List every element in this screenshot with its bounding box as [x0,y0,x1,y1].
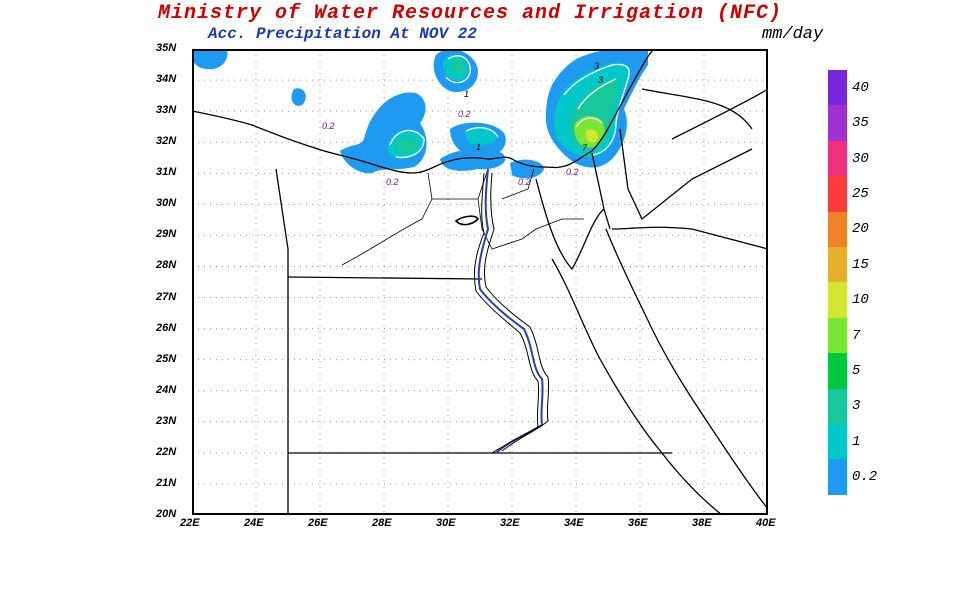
contour-labels: 0.2 0.2 0.2 0.2 0.2 1 1 3 3 7 [322,61,603,187]
contour-label: 1 [464,89,469,99]
contour-label: 3 [594,61,599,71]
legend-level-label: 35 [852,115,869,132]
precip-area-10mm-levant [586,129,599,143]
precip-area-west [291,88,306,106]
contour-label: 0.2 [518,177,531,187]
coastline [192,49,655,174]
color-legend [828,70,847,495]
nile-river [473,168,550,454]
latitude-tick-label: 30N [156,197,177,210]
legend-level-label: 30 [852,150,869,167]
contour-label: 0.2 [458,109,471,119]
latitude-tick-label: 35N [156,42,177,54]
precip-area-3mm-libya [396,138,418,153]
latitude-tick-label: 22N [156,445,177,458]
longitude-tick-label: 28E [372,517,392,529]
contour-label: 0.2 [566,167,579,177]
latitude-tick-label: 25N [156,352,177,365]
latitude-tick-label: 27N [156,290,177,303]
legend-level-label: 40 [852,79,869,96]
legend-swatch [828,176,847,212]
latitude-tick-label: 24N [156,383,177,396]
longitude-tick-label: 30E [436,517,456,529]
precip-area-east-coast [510,159,544,179]
sinai-coast [535,178,605,271]
contour-label: 1 [476,142,481,152]
map-title: Ministry of Water Resources and Irrigati… [157,2,783,25]
latitude-tick-label: 20N [156,508,177,520]
map-canvas: 0.2 0.2 0.2 0.2 0.2 1 1 3 3 7 [192,49,768,515]
latitude-tick-label: 33N [156,104,177,117]
legend-level-label: 0.2 [852,469,878,486]
precip-area-nw [192,49,228,70]
legend-level-label: 10 [852,292,869,309]
borders [192,49,768,515]
legend-swatch [828,459,847,495]
border-jordan [619,128,753,221]
precip-area-delta [440,148,506,171]
legend-level-label: 3 [852,398,861,415]
longitude-tick-label: 32E [500,517,520,529]
longitude-tick-label: 26E [308,517,328,529]
legend-swatch [828,105,847,141]
contour-label: 0.2 [386,177,399,187]
precip-area-1mm-central [464,127,498,145]
legend-swatch [828,70,847,106]
latitude-tick-label: 32N [156,135,177,148]
legend-level-label: 20 [852,221,869,238]
longitude-tick-label: 38E [692,517,712,529]
red-sea-east [605,228,768,510]
border-libya-egypt [275,168,289,515]
legend-swatch [828,388,847,424]
legend-level-label: 1 [852,433,861,450]
longitude-tick-label: 36E [628,517,648,529]
red-sea-west [551,258,723,515]
border-iraq [671,88,768,140]
legend-swatch [828,317,847,354]
contour-label: 3 [598,75,603,85]
border-syria [641,88,753,130]
legend-level-label: 15 [852,256,869,273]
latitude-tick-label: 23N [156,414,177,427]
contour-label: 0.2 [322,121,335,131]
contour-label: 7 [582,143,588,153]
longitude-tick-label: 34E [564,517,584,529]
latitude-tick-label: 34N [156,73,177,86]
legend-level-label: 5 [852,363,861,380]
border-saudi [611,226,768,250]
legend-swatch [828,246,847,283]
border-libya-south [287,276,483,280]
latitude-tick-label: 29N [156,228,177,241]
legend-level-label: 25 [852,185,869,202]
precipitation-map: 0.2 0.2 0.2 0.2 0.2 1 1 3 3 7 [192,49,768,515]
legend-swatch [828,282,847,318]
precip-areas-7mm [574,116,605,148]
faiyum-lake [454,215,479,226]
unit-label: mm/day [762,25,824,44]
legend-swatch [828,140,847,177]
legend-swatch [828,211,847,247]
precip-area-3mm-crete [452,59,465,75]
longitude-tick-label: 22E [180,517,200,529]
legend-level-label: 7 [852,327,861,344]
legend-swatch [828,423,847,460]
map-subtitle: Acc. Precipitation At NOV 22 [208,25,477,43]
latitude-tick-label: 28N [156,259,177,272]
legend-swatch [828,353,847,389]
latitude-tick-label: 21N [156,476,177,489]
latitude-tick-label: 31N [156,166,177,179]
longitude-tick-label: 40E [756,517,776,529]
contour-lines [389,55,630,159]
longitude-tick-label: 24E [244,517,264,529]
latitude-tick-label: 26N [156,321,177,334]
